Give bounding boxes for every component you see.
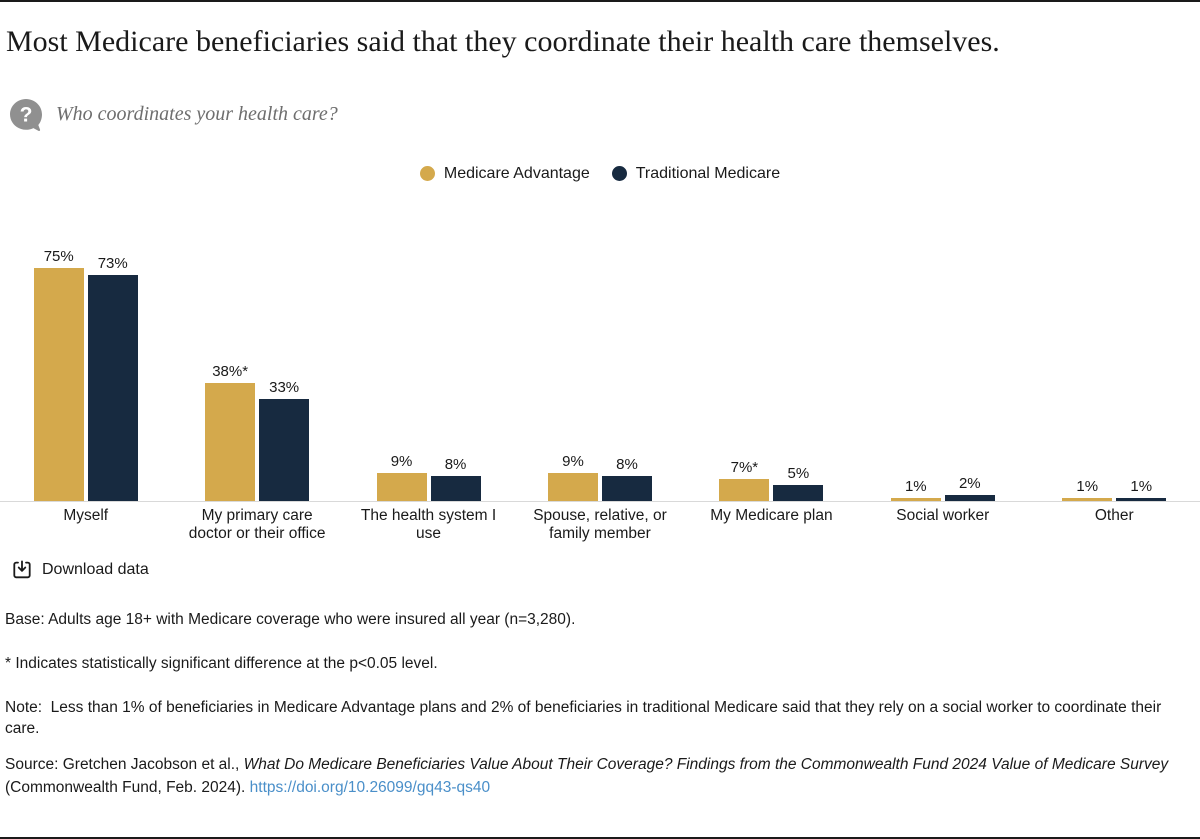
x-axis-line [0, 500, 1200, 502]
legend-item: Medicare Advantage [419, 164, 590, 183]
bar-value-label: 73% [97, 254, 128, 272]
download-data-button[interactable]: Download data [6, 557, 155, 583]
bar-value-label: 75% [43, 247, 74, 265]
category-group: 1% 2% [857, 475, 1028, 501]
bar-value-label: 5% [787, 464, 810, 482]
download-icon [12, 560, 32, 580]
category-group: 9% 8% [514, 453, 685, 501]
bar-column: 1% [1116, 477, 1167, 501]
bar-medicare-advantage[interactable] [1062, 497, 1113, 501]
legend-item: Traditional Medicare [611, 164, 781, 183]
base-note: Base: Adults age 18+ with Medicare cover… [5, 611, 576, 629]
bar-column: 8% [601, 455, 652, 501]
bar-traditional-medicare[interactable] [87, 274, 138, 501]
category-group: 9% 8% [343, 453, 514, 501]
category-label: Spouse, relative, or family member [533, 506, 667, 543]
bar-column: 8% [430, 455, 481, 501]
bar-traditional-medicare[interactable] [1116, 497, 1167, 501]
bar-chart: 75% 73% 38%* 33% 9% 8% 9% 8% 7%* 5% 1% 2% 1% 1% [0, 247, 1200, 501]
social-worker-note: Note: Less than 1% of beneficiaries in M… [5, 698, 1166, 738]
category-label: Social worker [896, 506, 990, 524]
bar-column: 1% [890, 477, 941, 501]
bar-value-label: 1% [904, 477, 927, 495]
page-title: Most Medicare beneficiaries said that th… [6, 25, 1000, 58]
category-group: 7%* 5% [686, 459, 857, 501]
bar-medicare-advantage[interactable] [890, 497, 941, 501]
bar-medicare-advantage[interactable] [376, 472, 427, 501]
category-label: Myself [63, 506, 109, 524]
top-rule [0, 0, 1200, 2]
download-label: Download data [42, 561, 149, 579]
bottom-rule [0, 837, 1200, 839]
category-label: My Medicare plan [710, 506, 833, 524]
legend-dot [611, 166, 627, 182]
source-title-italic: What Do Medicare Beneficiaries Value Abo… [243, 756, 1169, 774]
doi-link[interactable]: https://doi.org/10.26099/gq43-qs40 [249, 778, 491, 796]
significance-note: * Indicates statistically significant di… [5, 655, 438, 673]
bar-traditional-medicare[interactable] [259, 398, 310, 501]
bar-traditional-medicare[interactable] [601, 475, 652, 501]
question-text: Who coordinates your health care? [56, 103, 338, 126]
bar-column: 1% [1062, 477, 1113, 501]
question-bubble-icon: ? [8, 97, 44, 133]
category-group: 75% 73% [0, 248, 171, 501]
svg-text:?: ? [20, 103, 33, 126]
bar-value-label: 33% [269, 378, 300, 396]
bar-value-label: 1% [1130, 477, 1153, 495]
category-labels: Myself My primary care doctor or their off… [0, 507, 1200, 544]
bar-medicare-advantage[interactable] [33, 267, 84, 501]
source-prefix: Source: Gretchen Jacobson et al., [5, 756, 244, 774]
source-suffix: (Commonwealth Fund, Feb. 2024). [5, 778, 250, 796]
bar-column: 9% [376, 452, 427, 501]
legend-label: Medicare Advantage [443, 164, 590, 182]
bar-medicare-advantage[interactable] [205, 382, 256, 501]
bar-medicare-advantage[interactable] [547, 472, 598, 501]
bar-value-label: 2% [958, 474, 981, 492]
bar-traditional-medicare[interactable] [944, 494, 995, 501]
bar-column: 2% [944, 474, 995, 501]
bar-value-label: 8% [616, 455, 638, 473]
question-row: ? Who coordinates your health care? [8, 97, 1200, 133]
bar-value-label: 9% [390, 452, 413, 470]
legend-dot [419, 166, 435, 182]
bar-value-label: 9% [562, 452, 584, 470]
bar-medicare-advantage[interactable] [719, 478, 770, 501]
category-label: My primary care doctor or their office [188, 506, 326, 543]
bar-traditional-medicare[interactable] [430, 475, 481, 501]
category-label: Other [1094, 506, 1134, 524]
bar-value-label: 1% [1076, 477, 1099, 495]
category-group: 1% 1% [1029, 478, 1200, 501]
bar-column: 33% [259, 378, 310, 501]
bar-column: 5% [773, 464, 824, 501]
bar-column: 9% [547, 452, 598, 501]
category-group: 38%* 33% [171, 363, 342, 501]
bar-value-label: 8% [444, 455, 467, 473]
source-line: Source: Gretchen Jacobson et al., What D… [0, 754, 1200, 799]
bar-column: 75% [33, 247, 84, 501]
bar-value-label: 38%* [212, 362, 249, 380]
chart-legend: Medicare Advantage Traditional Medicare [0, 165, 1200, 183]
bar-traditional-medicare[interactable] [773, 484, 824, 501]
bar-column: 73% [87, 254, 138, 501]
bar-column: 7%* [719, 458, 770, 501]
bar-column: 38%* [205, 362, 256, 501]
bar-value-label: 7%* [730, 458, 759, 476]
legend-label: Traditional Medicare [635, 164, 781, 182]
